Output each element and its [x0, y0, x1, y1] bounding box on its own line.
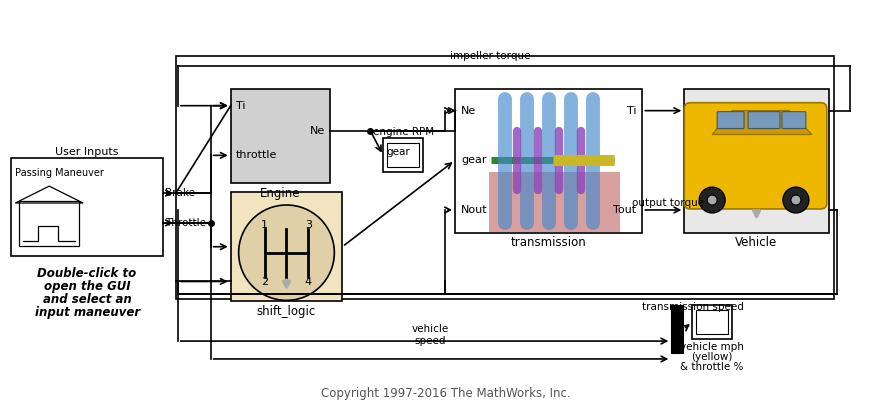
Text: & throttle %: & throttle %: [681, 362, 744, 372]
Text: gear: gear: [461, 155, 486, 165]
Circle shape: [699, 187, 725, 213]
Text: Ti: Ti: [627, 106, 636, 115]
FancyBboxPatch shape: [748, 112, 780, 129]
Circle shape: [707, 195, 717, 205]
Text: Brake: Brake: [165, 188, 194, 198]
Text: Vehicle: Vehicle: [735, 236, 778, 249]
FancyBboxPatch shape: [12, 158, 163, 256]
Text: output torque: output torque: [632, 198, 705, 208]
Text: Ne: Ne: [310, 125, 326, 136]
Text: 3: 3: [305, 220, 312, 230]
FancyBboxPatch shape: [782, 112, 805, 129]
Text: 4: 4: [305, 277, 312, 287]
FancyBboxPatch shape: [387, 143, 419, 167]
FancyBboxPatch shape: [684, 89, 829, 233]
Text: Ti: Ti: [235, 101, 245, 111]
FancyBboxPatch shape: [672, 305, 683, 353]
Text: User Inputs: User Inputs: [55, 148, 119, 157]
Text: Ne: Ne: [461, 106, 476, 115]
Text: open the GUI: open the GUI: [44, 280, 130, 293]
FancyBboxPatch shape: [231, 89, 330, 183]
Text: Copyright 1997-2016 The MathWorks, Inc.: Copyright 1997-2016 The MathWorks, Inc.: [321, 387, 571, 400]
Text: vehicle: vehicle: [411, 324, 449, 334]
Text: impeller torque: impeller torque: [450, 51, 530, 61]
Polygon shape: [712, 111, 812, 134]
FancyBboxPatch shape: [684, 103, 827, 209]
Text: vehicle mph: vehicle mph: [681, 342, 744, 352]
Text: Throttle: Throttle: [165, 218, 206, 228]
Text: Tout: Tout: [614, 205, 636, 215]
FancyBboxPatch shape: [692, 305, 732, 339]
Circle shape: [783, 187, 809, 213]
Circle shape: [791, 195, 801, 205]
Text: 2: 2: [261, 277, 268, 287]
Text: gear: gear: [387, 148, 410, 157]
Text: transmission speed: transmission speed: [642, 302, 744, 312]
Text: speed: speed: [414, 336, 446, 346]
Text: 1: 1: [261, 220, 268, 230]
Text: (yellow): (yellow): [691, 352, 733, 362]
Text: throttle: throttle: [235, 150, 277, 160]
Text: shift_logic: shift_logic: [257, 305, 316, 318]
Bar: [489, 172, 621, 232]
FancyBboxPatch shape: [697, 310, 728, 334]
FancyBboxPatch shape: [717, 112, 744, 129]
FancyBboxPatch shape: [384, 139, 423, 172]
Circle shape: [239, 205, 334, 300]
Text: Nout: Nout: [461, 205, 488, 215]
Text: transmission: transmission: [511, 236, 587, 249]
FancyBboxPatch shape: [20, 201, 79, 246]
Text: input maneuver: input maneuver: [35, 306, 140, 319]
Text: engine RPM: engine RPM: [373, 127, 434, 136]
FancyBboxPatch shape: [455, 89, 642, 233]
Text: Passing Maneuver: Passing Maneuver: [15, 168, 104, 178]
Text: Double-click to: Double-click to: [37, 267, 136, 280]
Text: and select an: and select an: [43, 293, 131, 306]
FancyBboxPatch shape: [231, 192, 343, 301]
Text: Engine: Engine: [260, 187, 301, 200]
